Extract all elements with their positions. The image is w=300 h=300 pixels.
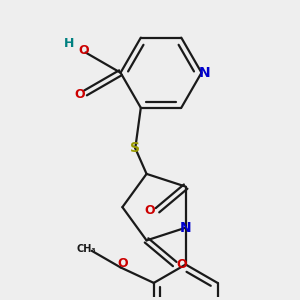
Text: O: O [78, 44, 89, 57]
Text: O: O [117, 257, 128, 270]
Text: H: H [64, 37, 74, 50]
Text: O: O [145, 204, 155, 217]
Text: O: O [177, 258, 188, 271]
Text: N: N [180, 221, 191, 235]
Text: CH₃: CH₃ [76, 244, 96, 254]
Text: N: N [199, 66, 210, 80]
Text: O: O [75, 88, 85, 101]
Text: S: S [130, 141, 140, 155]
